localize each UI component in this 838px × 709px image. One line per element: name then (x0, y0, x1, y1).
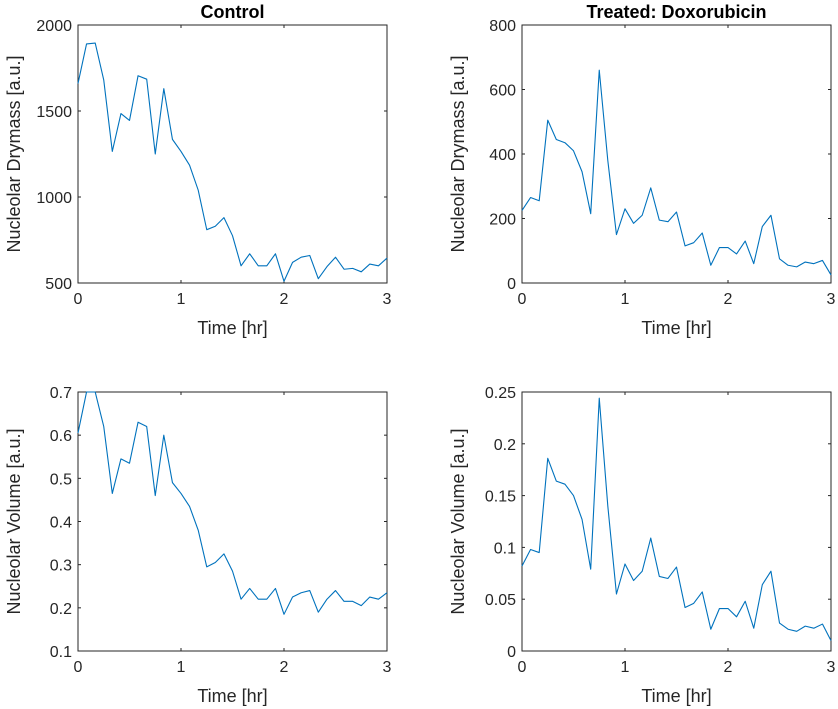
x-tick-label: 0 (74, 659, 83, 676)
x-tick-label: 0 (518, 291, 527, 308)
y-tick-label: 0.05 (485, 592, 516, 609)
chart-control-drymass: 0 1 2 3 500 1000 1500 2000 Time [hr] Nucleolar Dr… (4, 2, 392, 338)
plot-area (77, 391, 388, 652)
data-series-line (521, 69, 832, 276)
y-tick-label: 0.7 (50, 385, 72, 402)
chart-treated-volume: 0 1 2 3 0 0.05 0.1 0.15 0.2 0.25 Time [hr] Nucleola… (448, 385, 836, 706)
x-tick-label: 1 (177, 659, 186, 676)
y-tick-label: 600 (489, 83, 516, 100)
x-axis-label: Time [hr] (641, 318, 711, 338)
data-series-line (77, 42, 388, 282)
y-axis-label: Nucleolar Volume [a.u.] (4, 428, 24, 614)
y-tick-label: 0.1 (50, 644, 72, 661)
y-tick-label: 0.15 (485, 489, 516, 506)
x-tick-label: 3 (827, 659, 836, 676)
x-tick-label: 1 (177, 291, 186, 308)
y-tick-label: 0.4 (50, 515, 72, 532)
y-tick-label: 0 (507, 276, 516, 293)
y-tick-label: 0.6 (50, 428, 72, 445)
y-tick-label: 0.3 (50, 558, 72, 575)
x-tick-label: 1 (621, 659, 630, 676)
y-axis-label: Nucleolar Drymass [a.u.] (4, 55, 24, 252)
chart-title: Control (201, 2, 265, 22)
y-tick-label: 0.1 (494, 540, 516, 557)
y-tick-label: 0 (507, 644, 516, 661)
y-tick-label: 400 (489, 147, 516, 164)
chart-treated-drymass: 0 1 2 3 0 200 400 600 800 Time [hr] Nucleolar Drym… (448, 2, 836, 338)
x-tick-label: 2 (280, 659, 289, 676)
y-tick-label: 0.2 (50, 601, 72, 618)
chart-title: Treated: Doxorubicin (586, 2, 766, 22)
y-tick-label: 1500 (36, 104, 72, 121)
y-axis-label: Nucleolar Volume [a.u.] (448, 428, 468, 614)
x-tick-label: 2 (724, 291, 733, 308)
y-tick-label: 0.2 (494, 437, 516, 454)
plot-area (521, 391, 832, 652)
x-axis-label: Time [hr] (197, 686, 267, 706)
x-axis-label: Time [hr] (197, 318, 267, 338)
x-tick-label: 1 (621, 291, 630, 308)
plot-area (521, 24, 832, 284)
y-tick-label: 200 (489, 212, 516, 229)
x-tick-label: 3 (383, 659, 392, 676)
plot-area (77, 24, 388, 284)
x-tick-label: 0 (518, 659, 527, 676)
chart-control-volume: 0 1 2 3 0.1 0.2 0.3 0.4 0.5 0.6 0.7 Time [hr] Nucleo… (4, 385, 392, 706)
y-tick-label: 0.25 (485, 385, 516, 402)
y-tick-label: 500 (45, 276, 72, 293)
x-tick-label: 0 (74, 291, 83, 308)
y-tick-label: 2000 (36, 18, 72, 35)
x-axis-label: Time [hr] (641, 686, 711, 706)
x-tick-label: 2 (280, 291, 289, 308)
y-tick-label: 0.5 (50, 471, 72, 488)
data-series-line (521, 397, 832, 641)
x-tick-label: 2 (724, 659, 733, 676)
y-tick-label: 1000 (36, 190, 72, 207)
data-series-line (77, 391, 388, 615)
x-tick-label: 3 (383, 291, 392, 308)
x-tick-label: 3 (827, 291, 836, 308)
y-tick-label: 800 (489, 18, 516, 35)
y-axis-label: Nucleolar Drymass [a.u.] (448, 55, 468, 252)
